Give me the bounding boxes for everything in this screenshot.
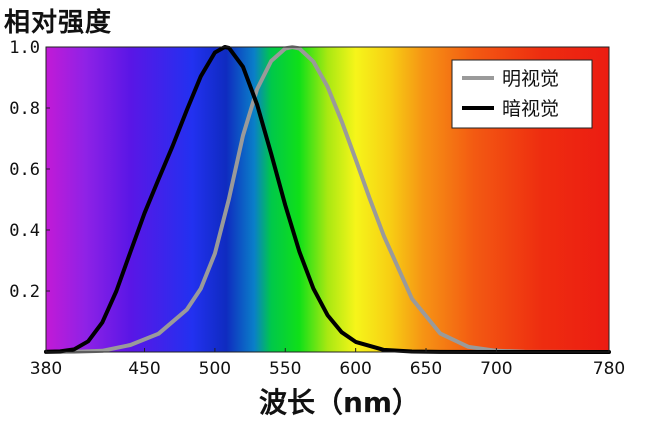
x-tick-label: 450 bbox=[128, 359, 160, 379]
y-tick-label: 1.0 bbox=[9, 38, 40, 58]
x-tick-label: 380 bbox=[30, 359, 62, 379]
x-tick-label: 780 bbox=[593, 359, 625, 379]
x-axis-title: 波长（nm） bbox=[258, 386, 421, 419]
axes-layer: 380 450 500 550 600 650 700 780 0.2 0.4 0.6 0.8 1.0 bbox=[9, 38, 625, 379]
series-layer bbox=[44, 45, 611, 354]
legend-box bbox=[451, 59, 593, 129]
series-line-2 bbox=[44, 45, 611, 354]
y-tick-label: 0.4 bbox=[9, 221, 40, 241]
x-tick-label: 550 bbox=[269, 359, 301, 379]
y-tick-label: 0.2 bbox=[9, 282, 40, 302]
x-tick-label: 600 bbox=[339, 359, 371, 379]
y-tick-label: 0.8 bbox=[9, 99, 40, 119]
x-tick-label: 650 bbox=[410, 359, 442, 379]
plot-frame bbox=[45, 46, 610, 353]
y-axis-title: 相对强度 bbox=[4, 8, 113, 38]
y-tick-label: 0.6 bbox=[9, 160, 40, 180]
x-tick-label: 500 bbox=[199, 359, 231, 379]
x-tick-label: 700 bbox=[480, 359, 512, 379]
series-line-1 bbox=[44, 45, 611, 354]
legend-label-1: 明视觉 bbox=[502, 68, 559, 90]
legend-label-2: 暗视觉 bbox=[502, 98, 559, 120]
